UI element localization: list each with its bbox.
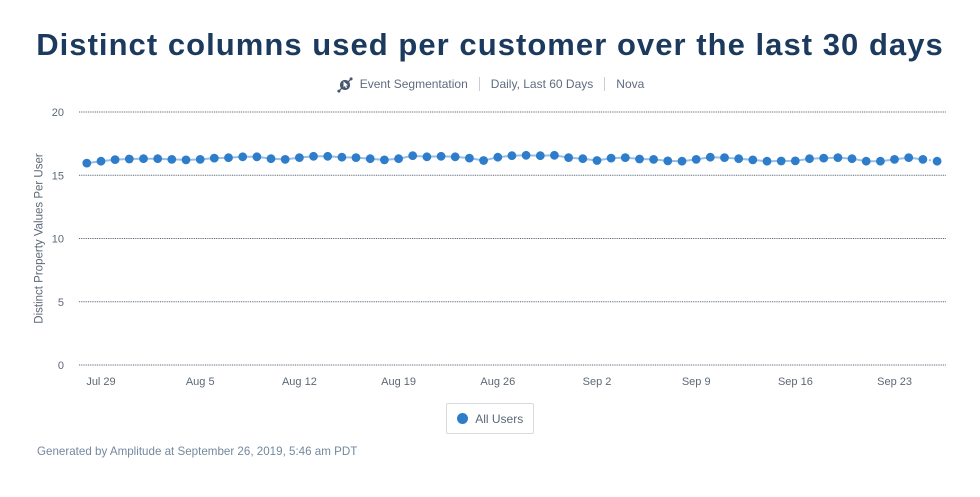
svg-text:Jul 29: Jul 29 (86, 376, 115, 388)
svg-text:Aug 5: Aug 5 (186, 376, 215, 388)
svg-text:10: 10 (52, 234, 64, 246)
svg-text:Distinct Property Values Per U: Distinct Property Values Per User (34, 153, 46, 324)
svg-text:Aug 19: Aug 19 (381, 376, 416, 388)
svg-text:Aug 12: Aug 12 (282, 376, 317, 388)
svg-text:Sep 9: Sep 9 (682, 376, 711, 388)
svg-text:0: 0 (58, 360, 64, 372)
svg-text:Sep 23: Sep 23 (877, 376, 912, 388)
svg-text:20: 20 (52, 107, 64, 119)
svg-text:Sep 16: Sep 16 (778, 376, 813, 388)
svg-text:15: 15 (52, 170, 64, 182)
svg-text:Sep 2: Sep 2 (583, 376, 612, 388)
svg-text:Aug 26: Aug 26 (480, 376, 515, 388)
svg-text:5: 5 (58, 297, 64, 309)
